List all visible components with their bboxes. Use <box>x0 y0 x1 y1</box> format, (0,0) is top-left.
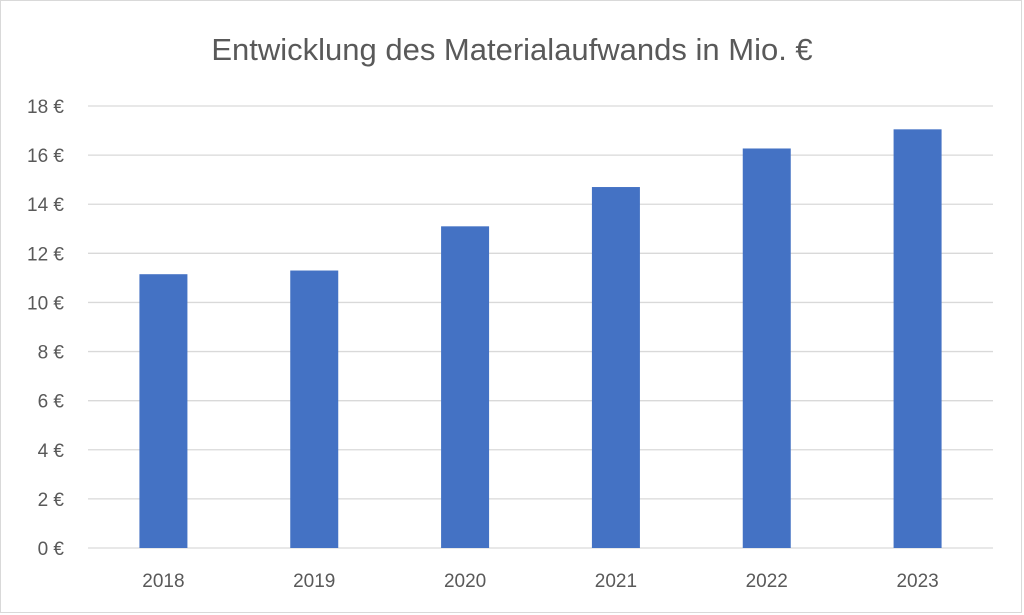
bars <box>139 129 942 549</box>
x-axis-category-labels: 2018 2019 2020 2021 2022 2023 <box>142 571 938 592</box>
x-tick-label: 2020 <box>444 571 486 592</box>
y-axis-tick-labels: 0 € 2 € 4 € 6 € 8 € 10 € 12 € 14 € 16 € 18 € <box>27 97 64 560</box>
bar-2021 <box>591 187 640 549</box>
y-tick-label: 18 € <box>27 97 64 118</box>
y-tick-label: 12 € <box>27 244 64 265</box>
bar-2018 <box>139 274 188 548</box>
gridlines <box>88 105 993 549</box>
x-tick-label: 2021 <box>595 571 637 592</box>
y-tick-label: 6 € <box>38 392 65 413</box>
x-tick-label: 2018 <box>142 571 184 592</box>
bar-2023 <box>893 129 942 549</box>
bar-2020 <box>441 226 490 549</box>
y-tick-label: 14 € <box>27 195 64 216</box>
chart-title: Entwicklung des Materialaufwands in Mio.… <box>211 32 812 67</box>
bar-2022 <box>742 148 791 548</box>
y-tick-label: 0 € <box>38 539 65 560</box>
y-tick-label: 10 € <box>27 293 64 314</box>
y-tick-label: 2 € <box>38 490 65 511</box>
x-tick-label: 2019 <box>293 571 335 592</box>
x-tick-label: 2022 <box>746 571 788 592</box>
x-tick-label: 2023 <box>896 571 938 592</box>
y-tick-label: 8 € <box>38 343 65 364</box>
y-tick-label: 16 € <box>27 146 64 167</box>
y-tick-label: 4 € <box>38 441 65 462</box>
bar-2019 <box>290 270 339 548</box>
